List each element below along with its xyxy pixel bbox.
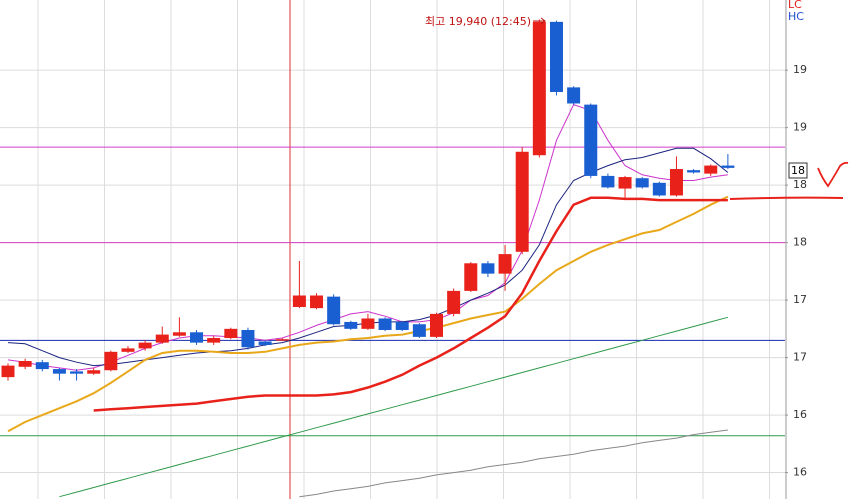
high-annotation: 최고 19,940 (12:45) bbox=[425, 15, 531, 28]
candle-body bbox=[704, 165, 718, 174]
candle-body bbox=[532, 21, 546, 156]
candle-body bbox=[190, 332, 204, 343]
candle-body bbox=[361, 318, 375, 329]
candle-body bbox=[35, 362, 49, 370]
candle-body bbox=[618, 177, 632, 189]
candle-body bbox=[601, 175, 615, 188]
candle-body bbox=[584, 104, 598, 176]
candle-body bbox=[18, 361, 32, 367]
candle-body bbox=[669, 169, 683, 196]
candle-body bbox=[70, 371, 84, 374]
legend-lc: LC bbox=[788, 0, 802, 11]
vertical-grid bbox=[37, 0, 770, 499]
y-tick-label: 16 bbox=[793, 408, 807, 421]
candle-body bbox=[447, 290, 461, 314]
current-price-label: 18 bbox=[791, 164, 805, 177]
candle-body bbox=[172, 332, 186, 336]
y-tick-label: 19 bbox=[793, 63, 807, 76]
candle-body bbox=[430, 313, 443, 337]
candle-body bbox=[687, 170, 701, 173]
candle-body bbox=[224, 328, 238, 339]
hand-drawn-line bbox=[729, 196, 844, 200]
candle-body bbox=[52, 369, 66, 374]
candle-body bbox=[292, 295, 306, 307]
candle-body bbox=[121, 348, 135, 352]
candle-body bbox=[1, 365, 15, 378]
candle-body bbox=[275, 339, 289, 341]
candle-body bbox=[635, 178, 649, 188]
hand-drawn-check bbox=[817, 161, 849, 188]
candle-body bbox=[395, 321, 409, 330]
candle-body bbox=[567, 87, 581, 104]
y-tick-label: 19 bbox=[793, 121, 807, 134]
candle-body bbox=[241, 329, 255, 348]
candle-body bbox=[344, 321, 358, 329]
candle-body bbox=[412, 324, 426, 337]
candle-body bbox=[481, 263, 495, 274]
candle-body bbox=[87, 370, 101, 374]
annotation-arrow bbox=[533, 17, 546, 25]
y-tick-label: 18 bbox=[793, 178, 807, 191]
candle-body bbox=[155, 334, 169, 343]
candle-body bbox=[104, 351, 118, 371]
candle-body bbox=[515, 151, 529, 252]
y-tick-label: 17 bbox=[793, 293, 807, 306]
ma-line bbox=[93, 196, 728, 412]
candle-body bbox=[207, 338, 221, 343]
candle-body bbox=[652, 182, 666, 196]
candle-body bbox=[310, 295, 324, 309]
candle-body bbox=[498, 254, 512, 274]
candle-body bbox=[464, 263, 478, 291]
candle-body bbox=[378, 318, 392, 330]
legend-hc: HC bbox=[788, 10, 804, 23]
ma-line bbox=[7, 195, 729, 433]
ma-line bbox=[59, 316, 729, 498]
y-tick-label: 16 bbox=[793, 466, 807, 479]
y-tick-label: 17 bbox=[793, 351, 807, 364]
candle-body bbox=[258, 341, 272, 345]
candle-body bbox=[138, 342, 152, 349]
ma-line bbox=[7, 103, 728, 371]
y-tick-label: 18 bbox=[793, 236, 807, 249]
candle-body bbox=[549, 21, 563, 92]
ma-line bbox=[299, 429, 728, 498]
current-price-box bbox=[788, 162, 808, 179]
candle-body bbox=[327, 296, 341, 325]
candle-body bbox=[721, 165, 735, 168]
